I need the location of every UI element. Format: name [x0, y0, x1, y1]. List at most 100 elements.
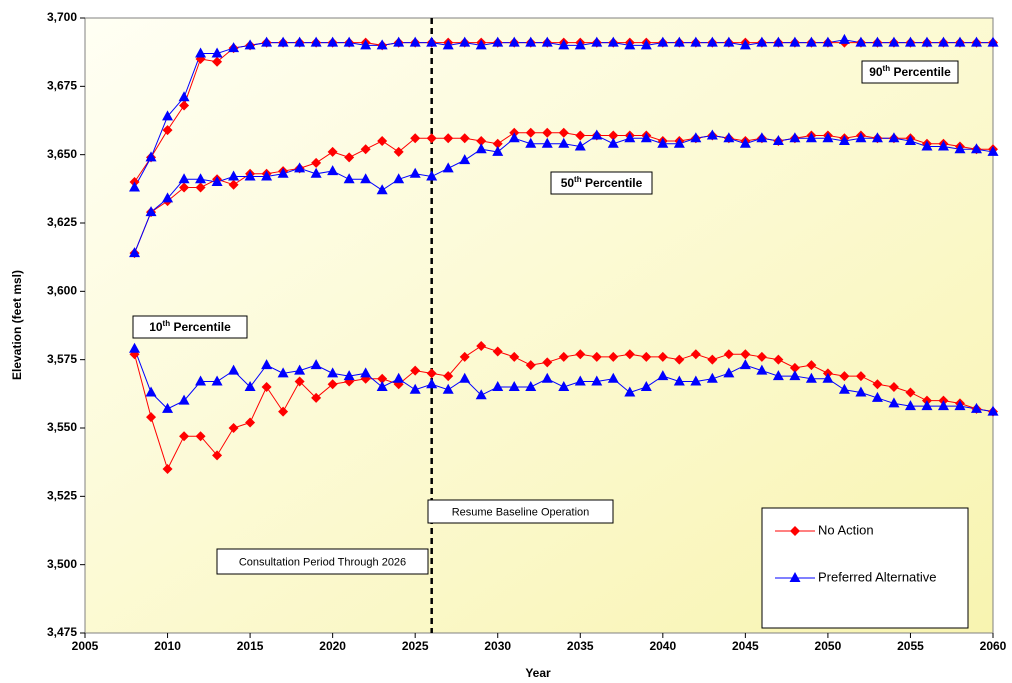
marker: [641, 351, 652, 362]
marker: [905, 387, 916, 398]
marker: [360, 367, 372, 378]
marker: [723, 132, 735, 143]
marker: [426, 378, 438, 389]
marker: [492, 346, 503, 357]
x-tick-label: 2060: [980, 639, 1007, 653]
marker: [459, 154, 471, 165]
marker: [574, 375, 586, 386]
x-tick-label: 2035: [567, 639, 594, 653]
marker: [607, 137, 619, 148]
marker: [376, 381, 388, 391]
marker: [261, 359, 273, 370]
marker: [459, 372, 471, 383]
marker: [673, 375, 685, 386]
marker: [508, 381, 520, 391]
marker: [211, 375, 223, 386]
marker: [179, 100, 190, 111]
marker: [162, 402, 174, 413]
marker: [525, 36, 537, 47]
marker: [987, 405, 999, 416]
marker: [640, 132, 652, 143]
marker: [244, 39, 256, 50]
marker: [492, 381, 504, 391]
marker: [855, 36, 867, 47]
marker: [740, 349, 751, 360]
marker: [904, 36, 916, 47]
y-axis-label: Elevation (feet msl): [10, 270, 24, 380]
marker: [937, 36, 949, 47]
marker: [327, 367, 339, 378]
marker: [211, 47, 223, 58]
marker: [855, 132, 867, 143]
marker: [145, 386, 157, 397]
marker: [277, 167, 289, 178]
marker: [195, 173, 207, 184]
marker: [311, 157, 322, 168]
marker: [393, 36, 405, 47]
marker: [426, 170, 438, 181]
marker: [624, 39, 636, 50]
marker: [360, 173, 372, 184]
marker: [970, 36, 982, 47]
marker: [574, 140, 586, 151]
marker: [475, 143, 487, 154]
marker: [245, 417, 256, 428]
marker: [657, 36, 669, 47]
marker: [872, 379, 883, 390]
marker: [723, 349, 734, 360]
marker: [162, 110, 174, 121]
marker: [624, 386, 636, 397]
marker: [674, 354, 685, 365]
y-tick-label: 3,675: [47, 79, 77, 93]
marker: [244, 170, 256, 181]
y-tick-label: 3,575: [47, 352, 77, 366]
marker: [261, 382, 272, 392]
marker: [459, 36, 471, 47]
annotation-box: [216, 548, 429, 575]
marker: [178, 394, 190, 405]
annotation: Resume Baseline Operation: [452, 506, 590, 518]
marker: [558, 39, 570, 50]
marker: [987, 145, 999, 156]
marker: [937, 400, 949, 411]
marker: [327, 146, 338, 157]
marker: [426, 368, 437, 379]
marker: [542, 357, 553, 368]
marker: [277, 36, 289, 47]
marker: [706, 36, 718, 47]
marker: [772, 135, 784, 145]
marker: [525, 137, 537, 148]
marker: [838, 33, 850, 44]
marker: [756, 364, 768, 375]
marker: [277, 367, 289, 378]
marker: [558, 137, 570, 148]
marker: [789, 572, 801, 582]
marker: [179, 182, 190, 193]
x-tick-label: 2040: [649, 639, 676, 653]
x-tick-label: 2030: [484, 639, 511, 653]
marker: [608, 351, 619, 362]
marker: [525, 381, 537, 391]
marker: [195, 431, 206, 442]
marker: [228, 364, 240, 375]
marker: [789, 362, 800, 373]
marker: [591, 351, 602, 362]
marker: [805, 372, 817, 383]
marker: [806, 360, 817, 371]
x-tick-label: 2020: [319, 639, 346, 653]
marker: [822, 372, 834, 383]
marker: [739, 39, 751, 50]
marker: [541, 137, 553, 148]
marker: [772, 370, 784, 381]
marker: [904, 400, 916, 411]
x-tick-label: 2010: [154, 639, 181, 653]
marker: [904, 135, 916, 145]
marker: [162, 192, 174, 203]
y-tick-label: 3,550: [47, 420, 77, 434]
marker: [525, 360, 536, 371]
marker: [442, 383, 454, 394]
x-tick-label: 2015: [237, 639, 264, 653]
marker: [739, 137, 751, 148]
marker: [987, 36, 999, 47]
marker: [838, 383, 850, 394]
